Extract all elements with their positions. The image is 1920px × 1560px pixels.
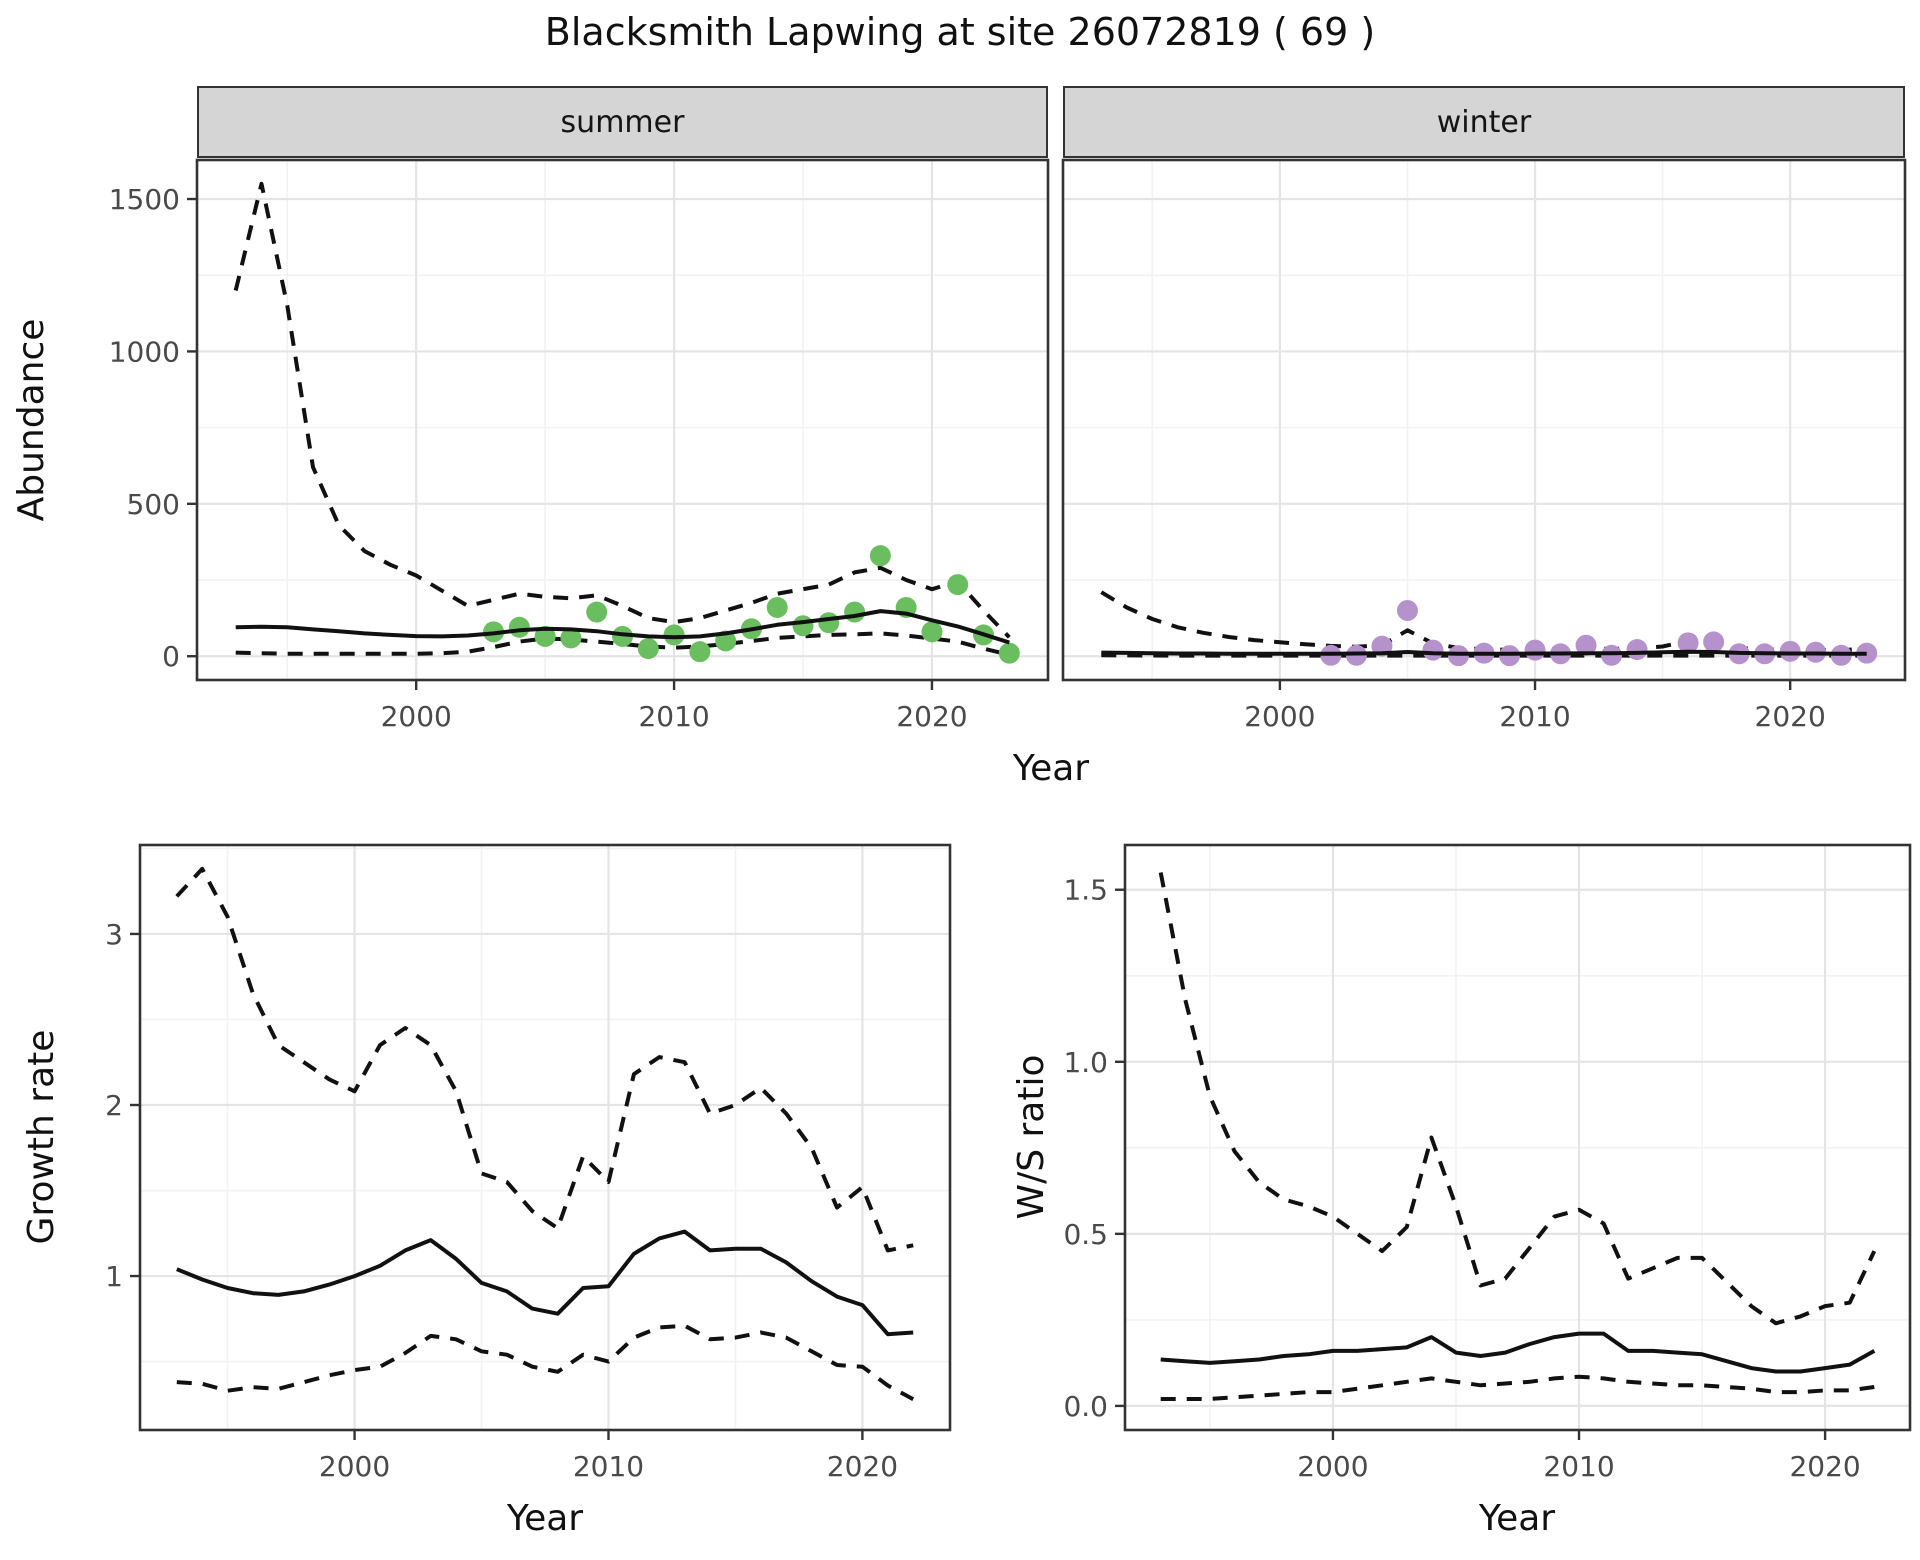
growth-rate-plot: 2000 2010 2020 1 2 3: [105, 843, 952, 1483]
abundance-y-axis-title: Abundance: [11, 318, 52, 522]
winter-panel-background: [1063, 160, 1905, 680]
summer-observation-point: [766, 596, 788, 618]
summer-observation-point: [560, 627, 582, 649]
winter-observation-point: [1422, 639, 1444, 661]
facet-strip-winter-label: winter: [1436, 104, 1532, 140]
winter-observation-point: [1601, 644, 1623, 666]
summer-median-line: [235, 609, 1010, 645]
ws_ratio-panel-background: [1125, 845, 1910, 1430]
winter-observation-point: [1703, 631, 1725, 653]
winter-observation-point: [1779, 640, 1801, 662]
y-tick-label: 500: [127, 488, 180, 521]
growth-rate-y-axis-title: Growth rate: [21, 1029, 62, 1245]
growth_rate-median-line: [176, 1229, 914, 1337]
growth_rate-panel-border: [138, 843, 952, 1432]
y-tick-label: 1.5: [1063, 874, 1108, 907]
facet-strip-summer: summer: [197, 86, 1048, 158]
facet-strip-winter: winter: [1063, 86, 1905, 158]
y-tick-label: 0.0: [1063, 1390, 1108, 1423]
ws-ratio-y-axis-title: W/S ratio: [1011, 1054, 1052, 1220]
growth_rate-lower_ci-line: [176, 1323, 915, 1401]
growth_rate-panel-background: [140, 845, 950, 1430]
summer-observation-point: [612, 625, 633, 647]
winter-observation-point: [1677, 632, 1699, 654]
ws-ratio-plot: 2000 2010 2020 0.0 0.5 1.0 1.5: [1063, 843, 1912, 1483]
summer-observation-point: [818, 612, 840, 634]
x-tick-label: 2020: [827, 1450, 898, 1483]
ws-ratio-x-axis-title: Year: [1478, 1498, 1556, 1539]
chart-title: Blacksmith Lapwing at site 26072819 ( 69…: [544, 10, 1376, 54]
winter-median-line: [1101, 649, 1867, 656]
x-tick-label: 2010: [638, 700, 709, 733]
x-tick-label: 2020: [1755, 700, 1826, 733]
x-tick-label: 2000: [381, 700, 452, 733]
x-tick-label: 2010: [1543, 1450, 1614, 1483]
y-tick-label: 0.5: [1063, 1218, 1108, 1251]
abundance-winter-plot: 2000 2010 2020: [1061, 158, 1907, 733]
x-tick-label: 2020: [896, 700, 967, 733]
summer-observation-point: [663, 624, 685, 646]
facet-strip-summer-label: summer: [560, 104, 685, 140]
summer-observation-point: [792, 615, 814, 637]
summer-observation-point: [921, 621, 943, 643]
summer-panel-background: [197, 160, 1048, 680]
summer-observation-point: [637, 638, 659, 660]
summer-observation-point: [689, 641, 711, 663]
summer-observation-point: [947, 574, 969, 596]
y-tick-label: 1: [105, 1260, 123, 1293]
winter-observation-point: [1524, 639, 1546, 661]
winter-observation-point: [1575, 634, 1597, 656]
x-tick-label: 2010: [1499, 700, 1570, 733]
winter-observation-point: [1856, 642, 1878, 664]
y-tick-label: 3: [105, 918, 123, 951]
summer-observation-point: [508, 616, 530, 638]
growth_rate-upper_ci-line: [175, 866, 914, 1253]
y-tick-label: 0: [162, 640, 180, 673]
x-tick-label: 2010: [573, 1450, 644, 1483]
ws_ratio-panel-border: [1123, 843, 1912, 1432]
winter-panel-border: [1061, 158, 1907, 682]
y-tick-label: 1000: [109, 335, 180, 368]
summer-observation-point: [534, 625, 556, 647]
y-tick-label: 2: [105, 1089, 123, 1122]
summer-observation-point: [586, 601, 608, 623]
growth-rate-x-axis-title: Year: [506, 1498, 584, 1539]
winter-observation-point: [1626, 639, 1648, 661]
ws_ratio-upper_ci-line: [1158, 872, 1877, 1326]
x-tick-label: 2000: [1297, 1450, 1368, 1483]
abundance-summer-plot: 2000 2010 2020 0 500 1000 1500: [109, 158, 1050, 733]
summer-observation-point: [844, 601, 866, 623]
winter-observation-point: [1396, 600, 1418, 622]
x-tick-label: 2000: [319, 1450, 390, 1483]
y-tick-label: 1500: [109, 183, 180, 216]
summer-observation-point: [869, 545, 891, 567]
x-tick-label: 2020: [1789, 1450, 1860, 1483]
summer-upper_ci-line: [233, 181, 1011, 639]
top-x-axis-title: Year: [1012, 748, 1090, 789]
x-tick-label: 2000: [1244, 700, 1315, 733]
summer-observation-point: [998, 642, 1020, 664]
summer-panel-border: [195, 158, 1050, 682]
y-tick-label: 1.0: [1063, 1046, 1108, 1079]
ws_ratio-median-line: [1160, 1331, 1876, 1374]
